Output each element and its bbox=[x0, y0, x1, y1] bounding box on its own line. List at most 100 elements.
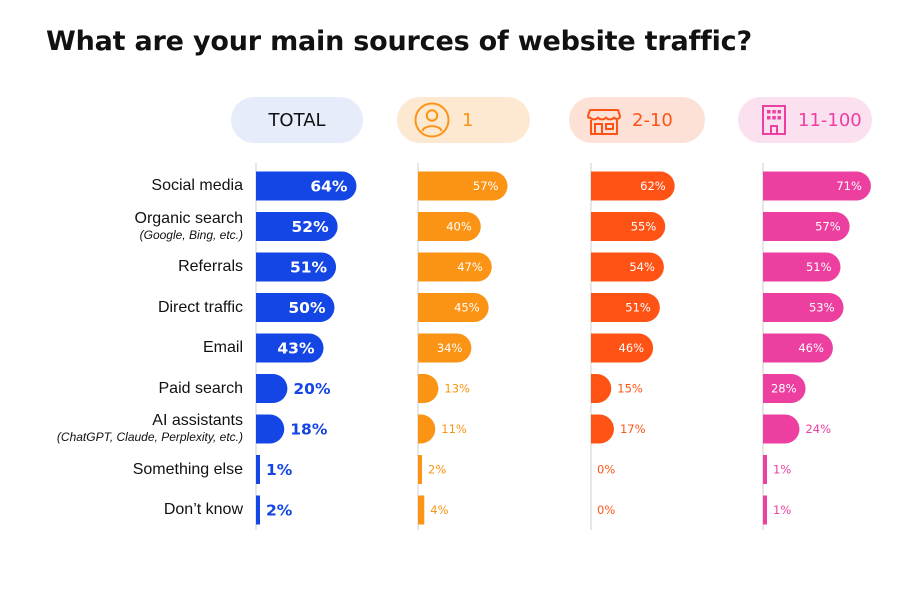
bar-small bbox=[591, 252, 664, 282]
bar-solo bbox=[418, 293, 489, 322]
bar-total bbox=[256, 171, 357, 201]
bar-medium bbox=[763, 252, 841, 282]
category-label-text: AI assistants bbox=[152, 412, 243, 429]
bar-total bbox=[256, 252, 337, 282]
series-header-total: TOTAL bbox=[231, 97, 363, 143]
bar-value-label-small: 54% bbox=[629, 260, 655, 274]
series-header-small: 2-10 bbox=[569, 97, 705, 143]
bar-value-label-medium: 28% bbox=[771, 382, 797, 396]
bar-value-label-medium: 53% bbox=[809, 301, 835, 315]
series-label-solo: 1 bbox=[462, 109, 474, 131]
bar-value-label-solo: 11% bbox=[441, 422, 467, 436]
category-label: Direct traffic bbox=[0, 299, 243, 317]
series-label-total: TOTAL bbox=[268, 109, 326, 131]
bar-value-label-small: 0% bbox=[597, 463, 615, 477]
bar-medium bbox=[763, 495, 767, 525]
bar-value-label-small: 62% bbox=[640, 179, 666, 193]
bar-value-label-medium: 1% bbox=[773, 503, 791, 517]
office-building-icon bbox=[762, 105, 786, 135]
bar-value-label-medium: 46% bbox=[798, 341, 824, 355]
bar-value-label-solo: 13% bbox=[444, 382, 470, 396]
bar-value-label-total: 64% bbox=[310, 178, 348, 196]
bar-value-label-small: 46% bbox=[619, 341, 645, 355]
bar-total bbox=[256, 455, 260, 484]
bar-small bbox=[591, 212, 666, 241]
bar-solo bbox=[418, 455, 422, 484]
category-label-text: Something else bbox=[132, 460, 243, 478]
bar-medium bbox=[763, 414, 800, 444]
bar-value-label-total: 52% bbox=[292, 218, 330, 236]
bar-value-label-total: 1% bbox=[266, 461, 293, 479]
bar-value-label-solo: 4% bbox=[430, 503, 448, 517]
category-label: Something else bbox=[0, 461, 243, 479]
bar-total bbox=[256, 212, 338, 241]
bar-value-label-solo: 2% bbox=[428, 463, 446, 477]
bar-total bbox=[256, 293, 335, 322]
category-label-text: Email bbox=[202, 339, 243, 356]
bar-solo bbox=[418, 495, 425, 525]
bar-medium bbox=[763, 333, 833, 363]
category-sublabel-text: (ChatGPT, Claude, Perplexity, etc.) bbox=[56, 430, 243, 444]
bar-medium bbox=[763, 455, 767, 484]
category-label-text: Referrals bbox=[178, 258, 243, 275]
bar-solo bbox=[418, 414, 436, 444]
bar-value-label-solo: 47% bbox=[457, 260, 483, 274]
category-label: Don’t know bbox=[0, 501, 243, 519]
bar-value-label-total: 50% bbox=[288, 299, 326, 317]
bar-value-label-small: 15% bbox=[617, 382, 643, 396]
bar-value-label-medium: 71% bbox=[836, 179, 862, 193]
bar-solo bbox=[418, 333, 472, 363]
category-label-text: Paid search bbox=[158, 379, 244, 397]
category-label-text: Social media bbox=[151, 177, 243, 194]
bar-value-label-small: 51% bbox=[625, 301, 651, 315]
series-label-small: 2-10 bbox=[632, 109, 673, 131]
bar-small bbox=[591, 374, 612, 403]
bar-value-label-medium: 57% bbox=[815, 220, 841, 234]
bar-small bbox=[591, 414, 614, 444]
storefront-icon bbox=[587, 109, 621, 135]
bar-value-label-solo: 40% bbox=[446, 220, 472, 234]
category-label: Referrals bbox=[0, 258, 243, 276]
bar-value-label-small: 17% bbox=[620, 422, 646, 436]
bar-medium bbox=[763, 374, 806, 403]
bar-solo bbox=[418, 252, 492, 282]
bar-solo bbox=[418, 374, 439, 403]
bar-value-label-medium: 24% bbox=[805, 422, 831, 436]
category-label: AI assistants (ChatGPT, Claude, Perplexit… bbox=[0, 412, 243, 444]
category-label-text: Organic search bbox=[134, 209, 244, 227]
bar-medium bbox=[763, 212, 850, 241]
bar-value-label-total: 51% bbox=[290, 259, 328, 277]
bar-value-label-solo: 34% bbox=[437, 341, 463, 355]
series-label-medium: 11-100 bbox=[798, 109, 862, 131]
person-icon bbox=[414, 102, 450, 138]
bar-medium bbox=[763, 171, 871, 201]
series-header-medium: 11-100 bbox=[738, 97, 872, 143]
bar-value-label-small: 55% bbox=[631, 220, 657, 234]
chart-title: What are your main sources of website tr… bbox=[46, 26, 752, 57]
bar-total bbox=[256, 495, 260, 525]
bar-total bbox=[256, 414, 285, 444]
category-label: Social media bbox=[0, 177, 243, 195]
bar-value-label-total: 18% bbox=[290, 421, 328, 439]
bar-small bbox=[591, 171, 675, 201]
series-header-solo: 1 bbox=[397, 97, 530, 143]
bar-small bbox=[591, 293, 660, 322]
category-label-text: Don’t know bbox=[163, 501, 243, 518]
bar-value-label-solo: 57% bbox=[473, 179, 499, 193]
bar-value-label-small: 0% bbox=[597, 503, 615, 517]
bar-value-label-total: 20% bbox=[293, 380, 331, 398]
bar-medium bbox=[763, 293, 844, 322]
bar-value-label-total: 43% bbox=[277, 340, 315, 358]
category-sublabel-text: (Google, Bing, etc.) bbox=[139, 227, 243, 242]
category-label-text: Direct traffic bbox=[157, 298, 243, 316]
category-label: Paid search bbox=[0, 379, 244, 398]
bar-value-label-medium: 51% bbox=[806, 260, 832, 274]
bar-value-label-solo: 45% bbox=[454, 301, 480, 315]
category-label: Organic search (Google, Bing, etc.) bbox=[0, 209, 244, 242]
bar-total bbox=[256, 333, 324, 363]
category-label: Email bbox=[0, 339, 243, 357]
bar-solo bbox=[418, 212, 481, 241]
bar-total bbox=[256, 374, 288, 403]
bar-value-label-total: 2% bbox=[266, 502, 293, 520]
